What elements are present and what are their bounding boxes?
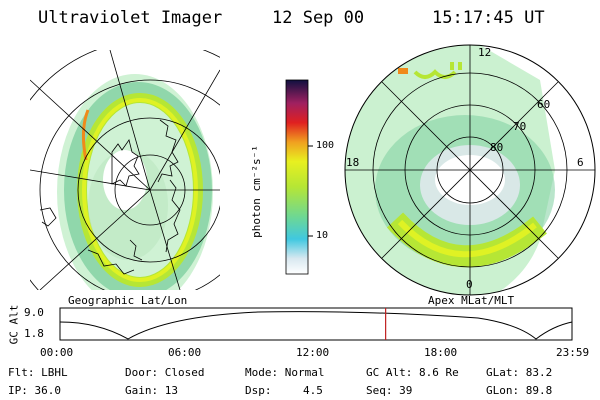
dsp-value: 4.5 (303, 384, 323, 397)
apex-caption: Apex MLat/MLT (428, 294, 515, 307)
altitude-strip-plot (59, 307, 573, 341)
door-info: Door: Closed (125, 366, 205, 379)
glon-info: GLon: 89.8 (486, 384, 553, 397)
lat-label-80: 80 (490, 141, 504, 154)
time-label: 15:17:45 UT (432, 8, 545, 28)
mlt-label-6: 6 (577, 156, 584, 169)
time-tick-1800: 18:00 (424, 346, 458, 359)
geographic-caption: Geographic Lat/Lon (68, 294, 188, 307)
gc-alt-axis-label: GC Alt (7, 304, 21, 345)
instrument-title: Ultraviolet Imager (38, 8, 223, 28)
ip-info: IP: 36.0 (8, 384, 61, 397)
mlt-label-18: 18 (346, 156, 360, 169)
colorbar-unit-label: photon cm⁻²s⁻¹ (249, 145, 263, 238)
gc-alt-info: GC Alt: 8.6 Re (366, 366, 459, 379)
lat-label-70: 70 (513, 120, 527, 133)
colorbar-tick-100: 100 (316, 140, 335, 151)
alt-tick-high: 9.0 (24, 306, 44, 319)
time-tick-0600: 06:00 (168, 346, 202, 359)
mode-info: Mode: Normal (245, 366, 325, 379)
time-tick-0000: 00:00 (40, 346, 74, 359)
colorbar-tick-10: 10 (316, 230, 329, 241)
seq-info: Seq: 39 (366, 384, 413, 397)
time-tick-1200: 12:00 (296, 346, 330, 359)
alt-tick-low: 1.8 (24, 327, 44, 340)
geographic-image (30, 50, 220, 290)
colorbar (285, 79, 313, 275)
mlt-label-12: 12 (478, 46, 492, 59)
filter-info: Flt: LBHL (8, 366, 68, 379)
mlt-label-0: 0 (466, 278, 473, 291)
polar-plot (344, 44, 596, 296)
dsp-label: Dsp: (245, 384, 272, 397)
date-label: 12 Sep 00 (272, 8, 365, 28)
lat-label-60: 60 (537, 98, 551, 111)
gain-info: Gain: 13 (125, 384, 178, 397)
time-tick-2359: 23:59 (556, 346, 590, 359)
glat-info: GLat: 83.2 (486, 366, 553, 379)
